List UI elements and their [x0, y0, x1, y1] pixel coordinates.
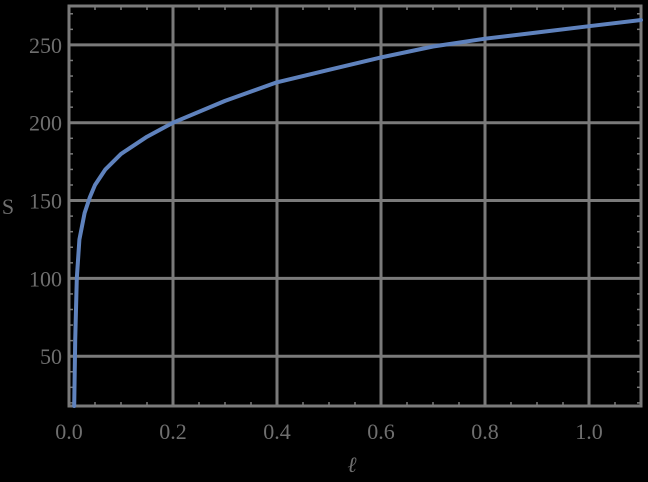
y-tick-label: 250 — [29, 33, 62, 58]
x-tick-label: 0.4 — [263, 419, 291, 444]
y-tick-label: 50 — [40, 344, 62, 369]
x-tick-labels: 0.0 0.2 0.4 0.6 0.8 1.0 — [55, 419, 603, 444]
x-tick-label: 0.0 — [55, 419, 83, 444]
x-axis-label: ℓ — [347, 452, 357, 477]
minor-ticks — [69, 6, 641, 406]
plot-frame — [67, 4, 643, 408]
y-axis-label: S — [2, 194, 14, 219]
y-tick-label: 150 — [29, 189, 62, 214]
x-tick-label: 1.0 — [575, 419, 603, 444]
y-tick-labels: 50 100 150 200 250 — [29, 33, 62, 369]
y-tick-label: 200 — [29, 111, 62, 136]
x-tick-label: 0.6 — [367, 419, 395, 444]
x-tick-label: 0.8 — [471, 419, 499, 444]
data-curve — [72, 18, 643, 408]
y-tick-label: 100 — [29, 266, 62, 291]
grid-lines — [69, 6, 641, 406]
x-tick-label: 0.2 — [159, 419, 187, 444]
